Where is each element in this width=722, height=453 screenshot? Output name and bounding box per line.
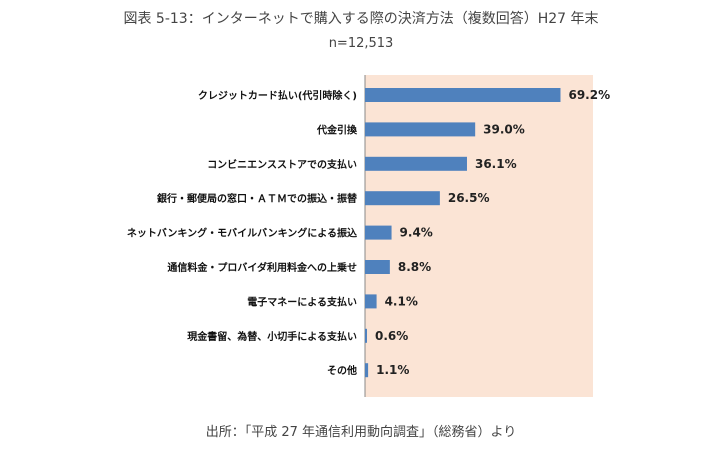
category-label-6: 電子マネーによる支払い [247,295,357,308]
bar-4 [365,225,392,240]
value-label-7: 0.6% [375,329,408,343]
value-label-6: 4.1% [385,294,418,308]
bar-8 [365,363,369,378]
bar-2 [365,156,467,171]
bar-6 [365,294,377,309]
value-label-1: 39.0% [483,122,525,136]
category-label-1: 代金引換 [316,123,358,136]
value-label-5: 8.8% [398,260,431,274]
bar-3 [365,191,440,206]
chart-title: 図表 5-13：インターネットで購入する際の決済方法（複数回答）H27 年末 [123,11,599,27]
value-label-4: 9.4% [400,226,433,240]
value-label-0: 69.2% [568,88,610,102]
value-label-8: 1.1% [376,363,409,377]
chart-source: 出所：「平成 27 年通信利用動向調査」（総務省）より [205,425,517,440]
bars-group: クレジットカード払い(代引時除く) 69.2% 代金引換 39.0% コンビニエンススト… [127,88,610,378]
category-label-0: クレジットカード払い(代引時除く) [198,89,357,102]
category-label-7: 現金書留、為替、小切手による支払い [187,330,357,343]
value-label-3: 26.5% [448,191,490,205]
bar-1 [365,122,476,137]
bar-0 [365,88,561,102]
chart-subtitle: n=12,513 [328,36,394,51]
category-label-8: その他 [327,364,357,377]
bar-5 [365,260,390,274]
category-label-2: コンビニエンスストアでの支払い [207,158,357,171]
value-label-2: 36.1% [475,157,517,171]
category-label-5: 通信料金・プロバイダ利用料金への上乗せ [167,261,357,274]
category-label-4: ネットバンキング・モバイルバンキングによる振込 [127,227,357,240]
bar-7 [365,328,367,343]
category-label-3: 銀行・郵便局の窓口・ＡＴＭでの振込・振替 [157,192,358,205]
